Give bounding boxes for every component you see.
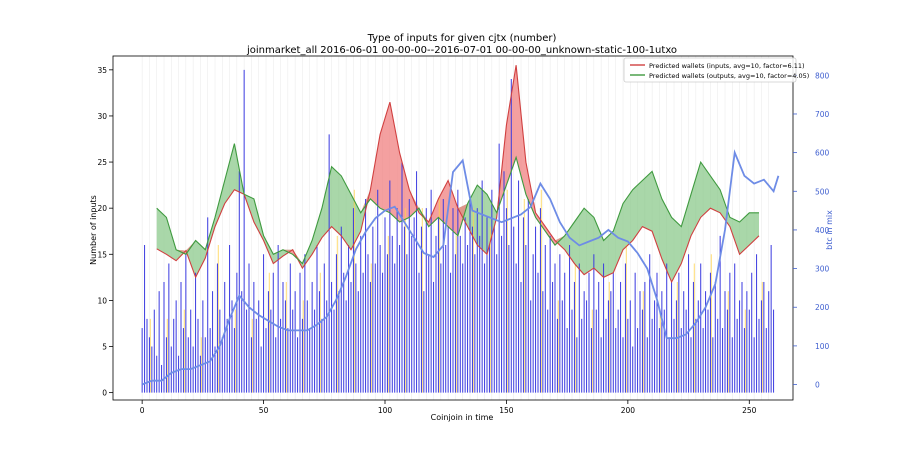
y-tick-label: 15 <box>97 250 107 259</box>
y2-tick-label: 400 <box>815 226 830 235</box>
chart-legend: Predicted wallets (inputs, avg=10, facto… <box>623 57 809 83</box>
y-tick-label: 35 <box>97 66 107 75</box>
outputs-wallets-line <box>156 143 759 265</box>
inputs-wallets-line <box>156 65 760 284</box>
x-axis-label: Coinjoin in time <box>431 413 494 422</box>
x-tick-label: 250 <box>742 406 757 415</box>
y2-tick-label: 300 <box>815 265 830 274</box>
y-axis-label: Number of inputs <box>89 195 98 265</box>
x-tick-label: 50 <box>259 406 269 415</box>
chart-subtitle: joinmarket_all 2016-06-01 00-00-00--2016… <box>246 45 677 56</box>
y-tick-label: 25 <box>97 158 107 167</box>
y2-tick-label: 200 <box>815 303 830 312</box>
y2-tick-label: 800 <box>815 71 830 80</box>
y2-axis-label: btc in mix <box>825 210 834 250</box>
x-tick-label: 200 <box>621 406 636 415</box>
chart-title: Type of inputs for given cjtx (number) <box>367 33 557 44</box>
y-tick-label: 30 <box>97 112 107 121</box>
legend-box <box>623 57 797 83</box>
x-tick-label: 0 <box>140 406 145 415</box>
y-tick-label: 5 <box>102 343 107 352</box>
plot-layer: 0 5 10 15 20 25 30 35 0 100 200 300 400 500 600 700 800 0… <box>97 55 830 415</box>
x-tick-label: 150 <box>499 406 514 415</box>
y-tick-label: 10 <box>97 296 107 305</box>
x-tick-label: 100 <box>378 406 393 415</box>
legend-label-outputs: Predicted wallets (outputs, avg=10, fact… <box>649 72 809 80</box>
legend-label-inputs: Predicted wallets (inputs, avg=10, facto… <box>649 62 805 70</box>
y2-tick-label: 500 <box>815 187 830 196</box>
y2-tick-label: 600 <box>815 149 830 158</box>
y-tick-label: 0 <box>102 389 107 398</box>
y2-tick-label: 700 <box>815 110 830 119</box>
y2-tick-label: 100 <box>815 342 830 351</box>
y-tick-label: 20 <box>97 204 107 213</box>
y2-tick-label: 0 <box>815 381 820 390</box>
btc-in-mix-line <box>141 149 780 386</box>
axes-frame <box>112 55 794 401</box>
